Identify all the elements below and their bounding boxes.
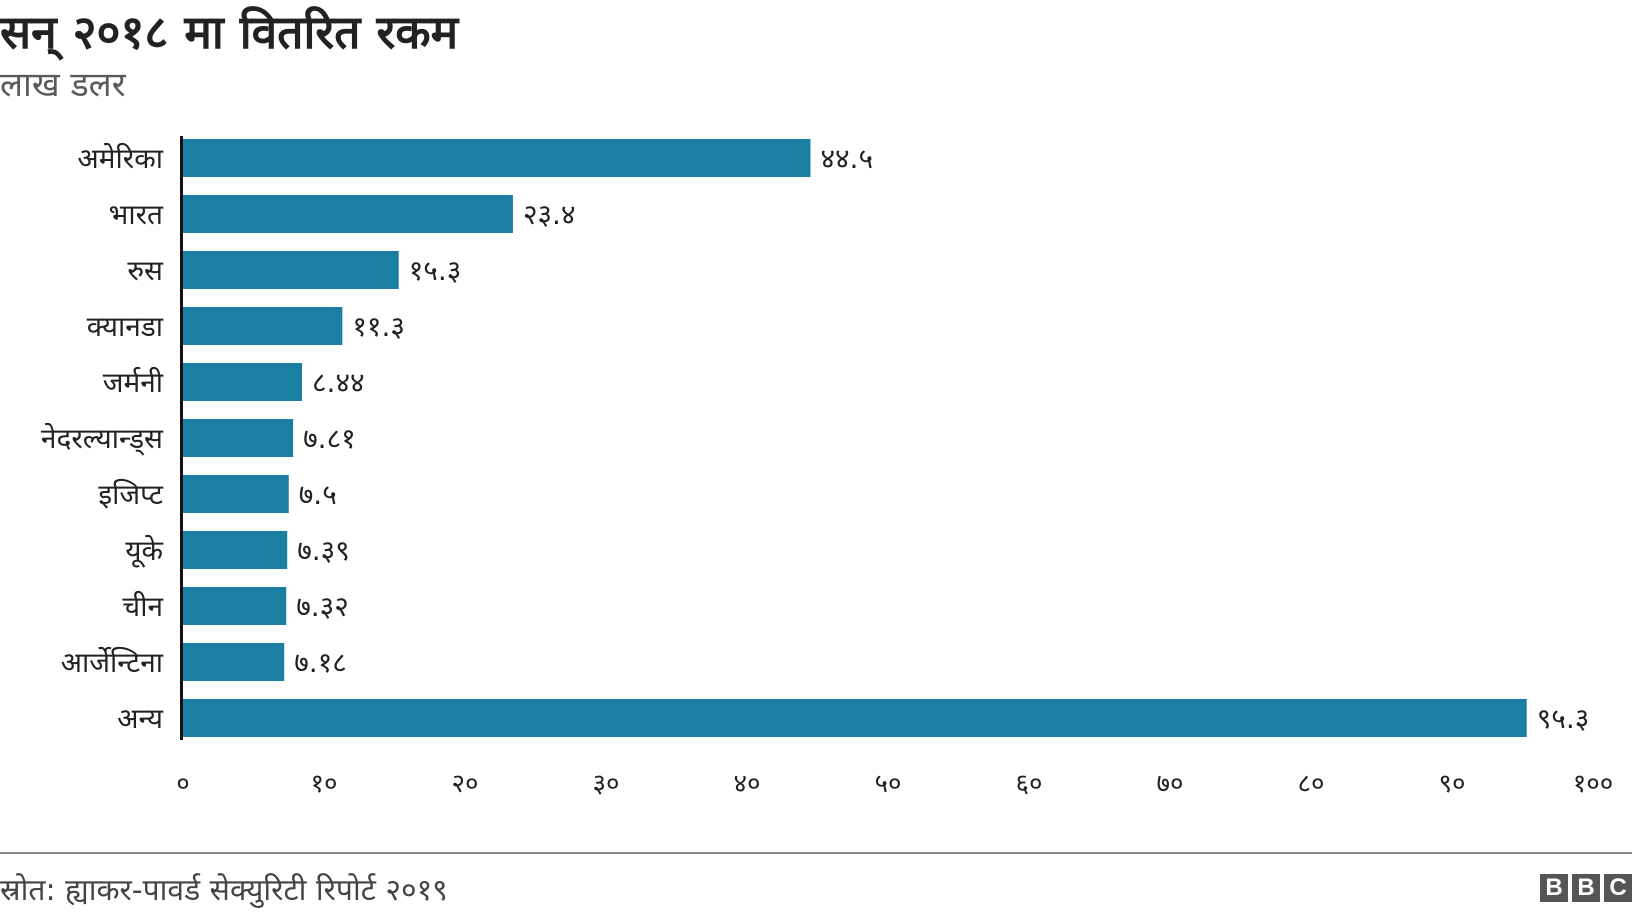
bar: [183, 699, 1527, 737]
x-tick-label: ०: [176, 769, 190, 799]
bar: [183, 251, 399, 289]
bar: [183, 307, 343, 345]
data-label: ७.५: [299, 478, 337, 511]
data-label: १५.३: [409, 254, 462, 287]
category-label: भारत: [109, 198, 164, 231]
category-label: अन्य: [117, 702, 164, 735]
category-label: अमेरिका: [77, 142, 163, 175]
category-label: आर्जेन्टिना: [61, 646, 164, 679]
bar: [183, 531, 288, 569]
x-tick-label: १०: [310, 769, 337, 799]
x-tick-label: ३०: [592, 769, 619, 799]
x-tick-label: ९०: [1438, 769, 1465, 799]
category-label: क्यानडा: [87, 310, 164, 343]
x-tick-label: २०: [451, 769, 478, 799]
x-tick-label: ६०: [1015, 769, 1042, 799]
x-tick-label: १००: [1573, 769, 1614, 799]
x-tick-label: ५०: [874, 769, 901, 799]
data-label: २३.४: [523, 198, 576, 231]
bar: [183, 139, 811, 177]
logo-letter: B: [1540, 874, 1568, 902]
bar: [183, 643, 285, 681]
category-label: चीन: [122, 590, 163, 623]
bar-chart: अमेरिका ४४.५ भारत २३.४ रुस १५.३ क्यानडा ११.३ जर्…: [41, 136, 1614, 799]
logo-letter: C: [1604, 874, 1632, 902]
data-label: ४४.५: [820, 142, 873, 175]
chart-title: सन् २०१८ मा वितरित रकम: [0, 5, 459, 59]
bar: [183, 419, 294, 457]
bar: [183, 195, 513, 233]
category-label: इजिप्ट: [98, 478, 164, 511]
bbc-logo: B B C: [1540, 874, 1632, 902]
category-label: जर्मनी: [103, 366, 164, 399]
data-label: ९५.३: [1537, 702, 1590, 735]
footer-divider: [0, 852, 1632, 854]
source-note: स्रोत: ह्याकर-पावर्ड सेक्युरिटी रिपोर्ट …: [0, 873, 448, 908]
logo-letter: B: [1572, 874, 1600, 902]
data-label: ८.४४: [312, 366, 365, 399]
data-label: ७.३९: [297, 534, 350, 567]
data-label: ७.८१: [303, 422, 356, 455]
x-tick-label: ७०: [1156, 769, 1183, 799]
data-label: ७.१८: [294, 646, 347, 679]
data-label: ७.३२: [296, 590, 349, 623]
bar: [183, 475, 289, 513]
bar: [183, 587, 287, 625]
x-tick-label: ८०: [1297, 769, 1324, 799]
x-tick-label: ४०: [733, 769, 760, 799]
data-label: ११.३: [352, 310, 405, 343]
chart-subtitle: लाख डलर: [0, 65, 126, 105]
category-label: नेदरल्यान्ड्स: [41, 422, 164, 456]
category-label: रुस: [127, 254, 164, 287]
category-label: यूके: [125, 534, 163, 568]
bar: [183, 363, 303, 401]
